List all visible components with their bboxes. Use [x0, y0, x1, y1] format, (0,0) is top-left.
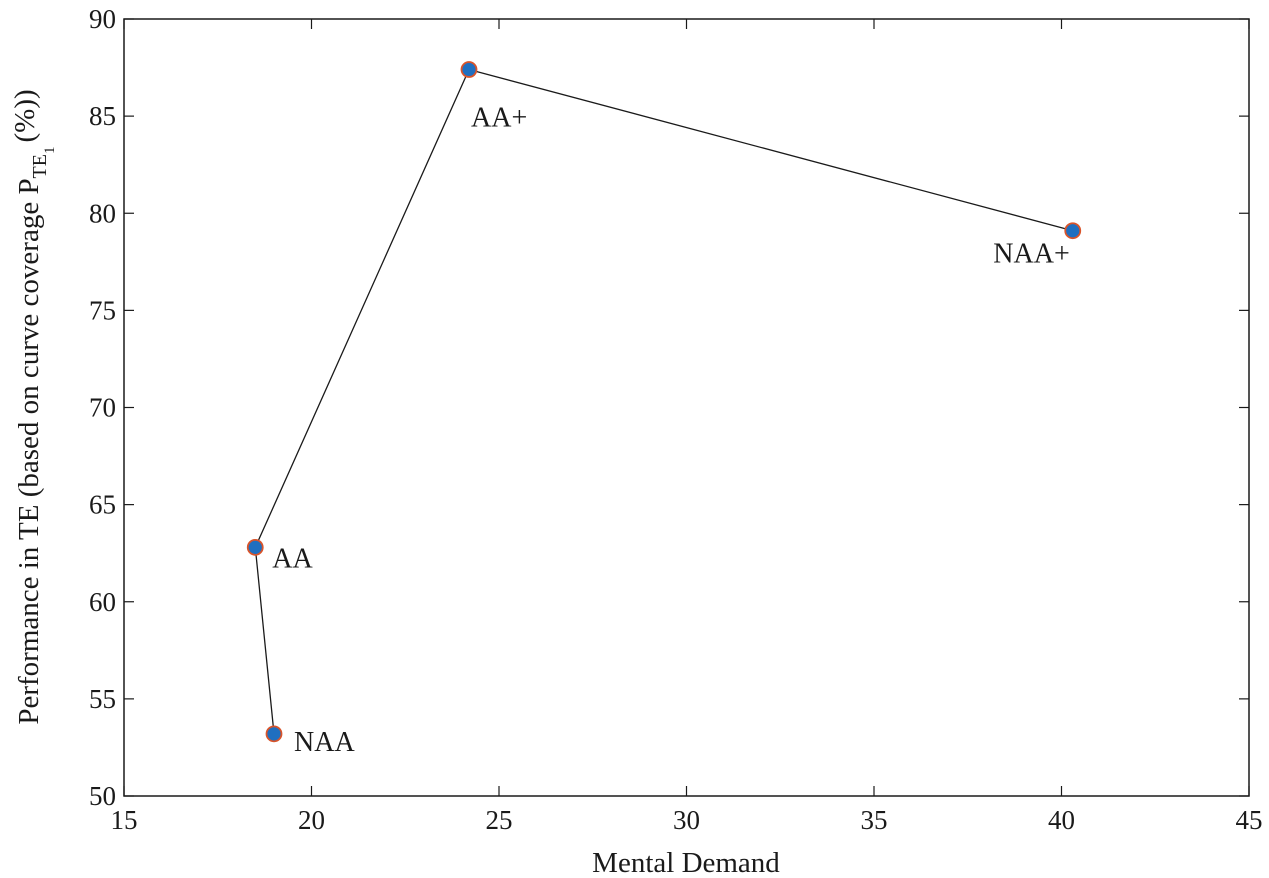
y-tick-label: 55: [89, 684, 116, 714]
y-axis-title-subsub: 1: [42, 146, 58, 154]
data-points: [246, 61, 1082, 743]
data-point: [246, 538, 264, 556]
data-label: NAA: [294, 727, 355, 758]
x-tick-label: 45: [1236, 805, 1263, 835]
axis-ticks: [123, 18, 1250, 797]
data-label: NAA+: [993, 239, 1069, 270]
data-labels: NAA AA AA+ NAA+: [272, 103, 1070, 758]
y-axis-title-prefix: Performance in TE (based on curve covera…: [13, 178, 45, 724]
data-point: [1064, 222, 1082, 240]
x-tick-label: 35: [861, 805, 888, 835]
y-axis-title-sub: TE: [29, 154, 51, 178]
y-tick-label: 50: [89, 781, 116, 811]
y-tick-label: 90: [89, 4, 116, 34]
x-tick-label: 20: [298, 805, 325, 835]
series-line-group: [254, 68, 1073, 734]
tick-labels: 15 20 25 30 35 40 45 50 55 60 65 70 75 80 85 90: [89, 4, 1263, 835]
x-tick-label: 30: [673, 805, 700, 835]
x-tick-label: 25: [486, 805, 513, 835]
data-point: [460, 61, 478, 78]
y-tick-label: 75: [89, 295, 116, 325]
y-axis-title: Performance in TE (based on curve covera…: [9, 89, 58, 724]
data-label: AA+: [471, 103, 527, 134]
y-tick-label: 65: [89, 490, 116, 520]
data-point: [265, 725, 283, 743]
y-axis-title-suffix: (%)): [9, 89, 41, 142]
x-tick-label: 40: [1048, 805, 1075, 835]
x-axis-title: Mental Demand: [592, 847, 780, 878]
y-tick-label: 80: [89, 198, 116, 228]
y-tick-label: 70: [89, 393, 116, 423]
data-label: AA: [272, 543, 313, 574]
y-tick-label: 60: [89, 587, 116, 617]
y-tick-label: 85: [89, 101, 116, 131]
x-tick-label: 15: [111, 805, 138, 835]
plot-area: [123, 18, 1250, 797]
series-line: [254, 68, 1073, 734]
